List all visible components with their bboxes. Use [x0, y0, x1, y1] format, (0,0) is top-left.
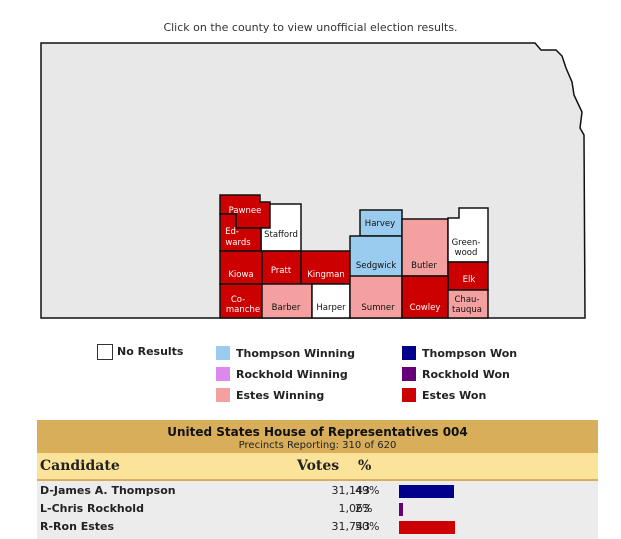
county-co-manche[interactable]: Co-manche — [219, 283, 263, 319]
precincts-reporting: Precincts Reporting: 310 of 620 — [238, 440, 397, 451]
county-label: Kiowa — [228, 270, 253, 280]
vote-share-bar — [399, 503, 403, 516]
county-label: manche — [226, 305, 260, 315]
county-label: Green- — [452, 238, 481, 248]
race-title: United States House of Representatives 0… — [167, 425, 468, 439]
results-panel: United States House of Representatives 0… — [37, 420, 598, 539]
vote-share-bar — [399, 485, 454, 498]
county-label: wood — [455, 248, 478, 258]
legend-swatch — [402, 367, 416, 381]
pct-column-header: % — [358, 458, 372, 474]
results-column-header: Candidate Votes % — [37, 453, 598, 479]
legend-label: Thompson Won — [422, 347, 518, 360]
county-chau-tauqua[interactable]: Chau-tauqua — [447, 289, 489, 319]
votes-column-header: Votes — [297, 458, 340, 474]
vote-share-bar — [399, 521, 455, 534]
candidate-votes: 31,143 — [331, 484, 371, 497]
legend-label: Rockhold Won — [422, 368, 510, 381]
candidate-votes: 1,063 — [338, 502, 371, 515]
county-label: Cowley — [410, 303, 441, 313]
legend-swatch — [216, 388, 230, 402]
candidate-votes: 31,743 — [331, 520, 371, 533]
county-pratt[interactable]: Pratt — [261, 250, 302, 285]
county-sumner[interactable]: Sumner — [349, 275, 403, 319]
county-label: Ed- — [225, 227, 239, 237]
county-label: Butler — [411, 261, 437, 271]
candidate-name: L-Chris Rockhold — [40, 502, 144, 515]
legend-swatch — [402, 388, 416, 402]
candidate-pct: 50% — [355, 520, 380, 533]
county-label: Sedgwick — [356, 261, 396, 271]
county-label: Kingman — [307, 270, 345, 280]
legend-swatch — [402, 346, 416, 360]
candidate-row: D-James A. Thompson 31,143 49% — [37, 483, 598, 501]
county-cowley[interactable]: Cowley — [401, 275, 449, 319]
county-label: Pawnee — [229, 206, 262, 216]
candidate-row: L-Chris Rockhold 1,063 2% — [37, 501, 598, 519]
candidate-name: R-Ron Estes — [40, 520, 115, 533]
candidate-row: R-Ron Estes 31,743 50% — [37, 519, 598, 537]
legend-swatch — [97, 344, 113, 360]
county-label: Sumner — [361, 303, 395, 313]
county-label: Pratt — [271, 266, 292, 276]
candidate-name: D-James A. Thompson — [40, 484, 176, 497]
county-label: Stafford — [264, 230, 298, 240]
county-label: Barber — [272, 303, 301, 313]
legend-label: Estes Winning — [236, 389, 325, 402]
county-kiowa[interactable]: Kiowa — [219, 250, 263, 285]
county-butler[interactable]: Butler — [401, 218, 449, 277]
county-label: Elk — [463, 275, 476, 285]
county-label: wards — [225, 238, 251, 248]
instruction-text: Click on the county to view unofficial e… — [163, 21, 458, 34]
county-shape[interactable] — [447, 289, 489, 319]
legend-label: No Results — [117, 345, 184, 358]
results-rows: D-James A. Thompson 31,143 49% L-Chris Rock… — [37, 479, 598, 539]
legend-label: Thompson Winning — [236, 347, 356, 360]
results-header: United States House of Representatives 0… — [37, 420, 598, 453]
county-harvey[interactable]: Harvey — [359, 209, 403, 237]
county-elk[interactable]: Elk — [447, 261, 489, 291]
kansas-district-map: Pawnee Stafford Ed-wards Kiowa Pratt Kingman H… — [40, 42, 586, 319]
county-kingman[interactable]: Kingman — [300, 250, 351, 285]
county-label: Harper — [316, 303, 346, 313]
legend-swatch — [216, 346, 230, 360]
legend-label: Estes Won — [422, 389, 487, 402]
candidate-column-header: Candidate — [40, 458, 120, 474]
candidate-pct: 2% — [355, 502, 373, 515]
county-barber[interactable]: Barber — [261, 283, 313, 319]
county-greenwood[interactable]: Green-wood — [447, 207, 489, 263]
county-harper[interactable]: Harper — [311, 283, 351, 319]
legend-swatch — [216, 367, 230, 381]
county-label: Harvey — [365, 219, 395, 229]
county-label: tauqua — [452, 305, 482, 315]
county-label: Chau- — [455, 295, 480, 305]
legend-label: Rockhold Winning — [236, 368, 348, 381]
candidate-pct: 49% — [355, 484, 380, 497]
county-label: Co- — [231, 295, 245, 305]
